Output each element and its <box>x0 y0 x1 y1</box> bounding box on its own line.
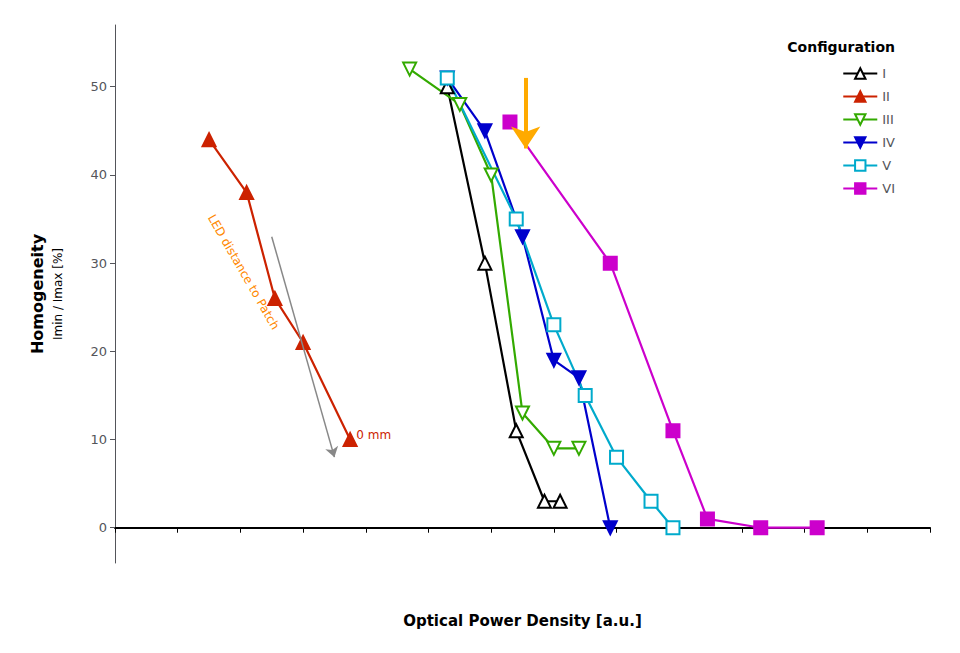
svg-text:0: 0 <box>99 520 107 535</box>
svg-text:Configuration: Configuration <box>787 39 895 55</box>
svg-text:VI: VI <box>882 181 895 196</box>
svg-text:Optical Power Density [a.u.]: Optical Power Density [a.u.] <box>403 612 642 630</box>
svg-text:30: 30 <box>90 256 107 271</box>
svg-text:40: 40 <box>90 167 107 182</box>
svg-text:Homogeneity: Homogeneity <box>28 233 47 354</box>
svg-text:50: 50 <box>90 79 107 94</box>
svg-text:I: I <box>882 66 886 81</box>
svg-text:20: 20 <box>90 344 107 359</box>
svg-text:10: 10 <box>90 432 107 447</box>
svg-text:IV: IV <box>882 135 895 150</box>
svg-text:III: III <box>882 112 894 127</box>
svg-text:0 mm: 0 mm <box>356 428 391 442</box>
svg-text:II: II <box>882 89 890 104</box>
svg-text:Imin / Imax [%]: Imin / Imax [%] <box>51 248 65 340</box>
svg-text:LED distance to Patch: LED distance to Patch <box>205 212 282 332</box>
svg-text:V: V <box>882 158 891 173</box>
